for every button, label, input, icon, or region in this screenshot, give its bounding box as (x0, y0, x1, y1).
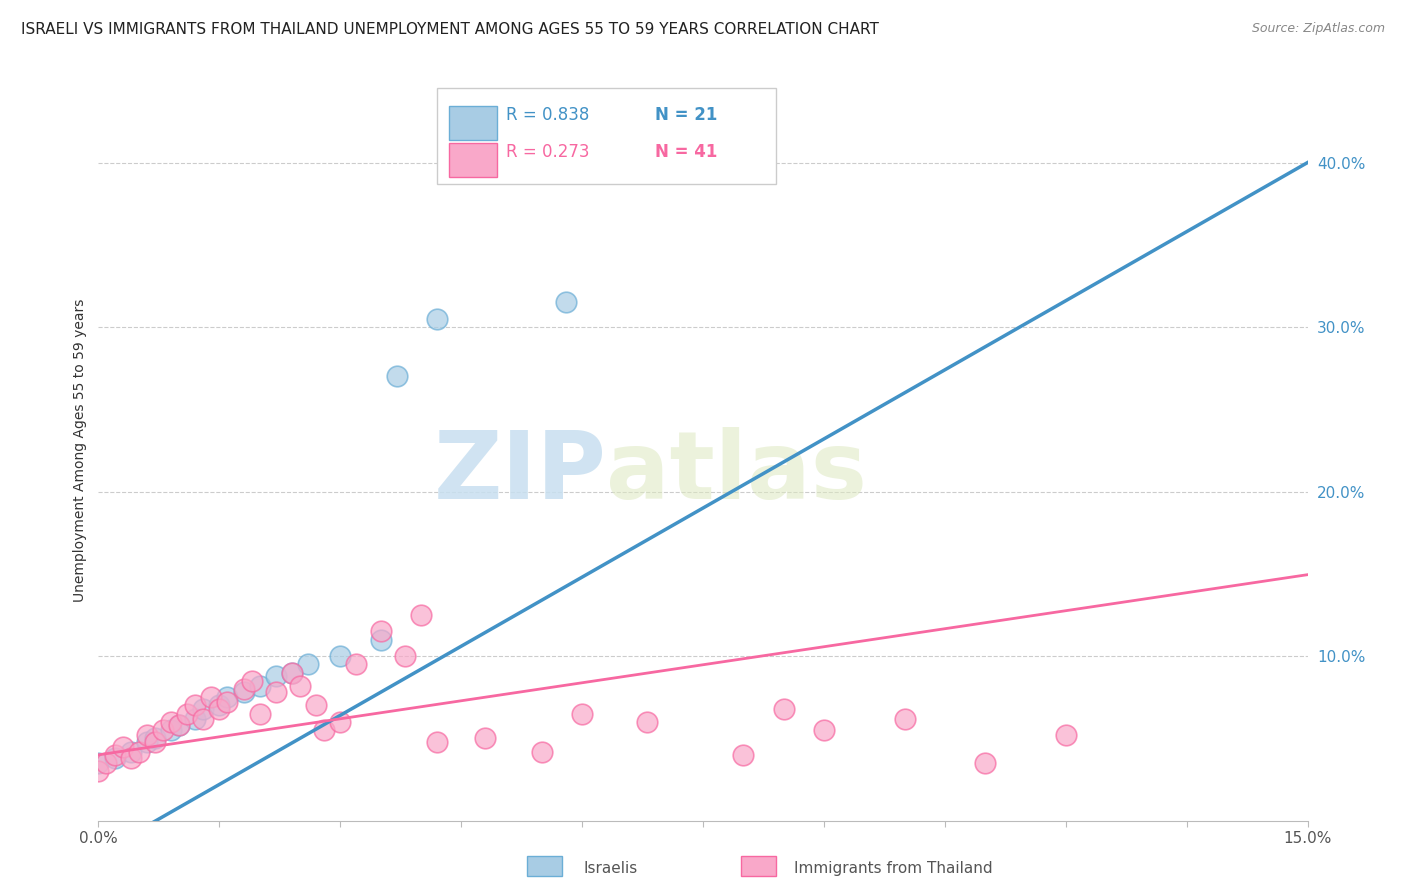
Point (281, 665, 304, 680)
Point (385, 369, 408, 384)
Point (120, 751, 142, 765)
Point (426, 311, 449, 326)
Point (305, 698, 328, 713)
Point (160, 723, 183, 738)
Point (232, 681, 254, 696)
Point (120, 745, 142, 759)
Point (394, 649, 416, 664)
Point (329, 714, 352, 729)
Point (103, 751, 125, 765)
Point (249, 679, 271, 693)
Text: Israelis: Israelis (583, 861, 638, 876)
Point (143, 734, 166, 748)
Point (184, 712, 207, 726)
Text: N = 41: N = 41 (655, 143, 717, 161)
Point (135, 734, 157, 748)
Point (96, 756, 118, 770)
Point (87, 764, 110, 779)
Point (813, 723, 835, 738)
Point (370, 632, 392, 647)
Point (240, 673, 263, 688)
Point (176, 706, 198, 721)
Text: Immigrants from Thailand: Immigrants from Thailand (794, 861, 993, 876)
Text: ISRAELI VS IMMIGRANTS FROM THAILAND UNEMPLOYMENT AMONG AGES 55 TO 59 YEARS CORRE: ISRAELI VS IMMIGRANTS FROM THAILAND UNEM… (21, 22, 879, 37)
Point (167, 718, 190, 732)
FancyBboxPatch shape (437, 87, 776, 184)
Point (636, 714, 658, 729)
Point (426, 734, 449, 748)
Point (217, 695, 239, 709)
Point (167, 718, 190, 732)
Point (288, 679, 311, 693)
Point (193, 712, 215, 726)
Point (772, 702, 794, 716)
Point (143, 731, 166, 746)
Y-axis label: Unemployment Among Ages 55 to 59 years: Unemployment Among Ages 55 to 59 years (73, 299, 87, 602)
Point (249, 706, 271, 721)
Point (1054, 728, 1077, 742)
Text: R = 0.273: R = 0.273 (506, 143, 589, 161)
Text: ZIP: ZIP (433, 426, 606, 518)
Point (474, 731, 496, 746)
Point (152, 723, 174, 738)
Point (893, 712, 915, 726)
Point (184, 698, 207, 713)
Point (135, 728, 157, 742)
Point (193, 702, 215, 716)
Point (128, 745, 150, 759)
Point (297, 657, 319, 672)
Point (200, 690, 222, 705)
Point (217, 690, 239, 705)
Point (281, 665, 304, 680)
Text: R = 0.838: R = 0.838 (506, 106, 589, 124)
Text: atlas: atlas (606, 426, 868, 518)
Point (329, 649, 352, 664)
Point (264, 685, 287, 699)
Point (571, 706, 593, 721)
FancyBboxPatch shape (449, 144, 498, 177)
Point (103, 747, 125, 762)
Point (160, 714, 183, 729)
Point (314, 723, 336, 738)
Point (208, 698, 231, 713)
Point (409, 607, 432, 622)
Point (111, 739, 134, 754)
Point (370, 624, 392, 639)
FancyBboxPatch shape (449, 106, 498, 139)
Point (232, 685, 254, 699)
Point (344, 657, 367, 672)
Text: Source: ZipAtlas.com: Source: ZipAtlas.com (1251, 22, 1385, 36)
Point (87, 756, 110, 770)
Point (733, 747, 755, 762)
Point (264, 669, 287, 683)
Point (208, 702, 231, 716)
Point (530, 745, 553, 759)
Point (974, 756, 997, 770)
Point (555, 295, 578, 310)
Text: N = 21: N = 21 (655, 106, 717, 124)
